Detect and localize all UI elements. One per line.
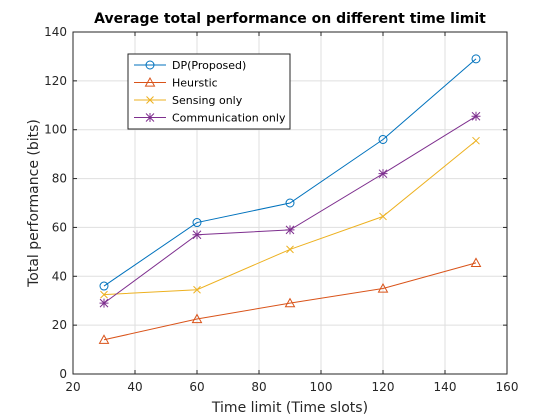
x-axis-label: Time limit (Time slots) <box>211 400 368 416</box>
legend-entry: DP(Proposed) <box>134 59 246 72</box>
legend-entry: Heurstic <box>134 77 218 90</box>
legend-label: Communication only <box>172 112 286 125</box>
data-point <box>191 313 203 324</box>
data-point <box>98 334 110 344</box>
data-point <box>471 111 481 121</box>
y-tick-label: 100 <box>44 123 67 137</box>
y-tick-label: 60 <box>52 220 67 234</box>
data-point <box>99 281 109 291</box>
y-tick-label: 80 <box>52 172 67 186</box>
legend-entry: Sensing only <box>134 94 243 107</box>
series-3 <box>99 111 481 308</box>
data-point <box>472 136 480 145</box>
data-point <box>471 54 481 64</box>
legend-label: Sensing only <box>172 94 243 107</box>
y-tick-label: 140 <box>44 25 67 39</box>
data-point <box>379 212 387 221</box>
data-point <box>99 298 109 308</box>
legend-entry: Communication only <box>134 112 286 125</box>
series-0 <box>99 54 481 291</box>
legend-marker <box>145 60 155 70</box>
data-point <box>286 245 294 254</box>
y-tick-label: 0 <box>59 367 67 381</box>
legend-box <box>127 53 291 130</box>
data-point <box>192 230 202 240</box>
legend-marker <box>146 96 154 104</box>
series-line <box>103 58 477 287</box>
legend-label: Heurstic <box>172 77 218 90</box>
x-tick-label: 40 <box>127 380 142 394</box>
data-point <box>284 297 296 308</box>
series-1 <box>98 257 482 344</box>
y-tick-label: 20 <box>52 318 67 332</box>
legend-marker <box>145 113 155 122</box>
data-point <box>378 169 388 179</box>
x-tick-label: 20 <box>65 380 80 394</box>
data-point <box>100 290 108 299</box>
series-line <box>103 262 477 341</box>
chart-title: Average total performance on different t… <box>94 11 486 27</box>
x-tick-label: 100 <box>310 380 333 394</box>
y-tick-label: 120 <box>44 74 67 88</box>
y-tick-label: 40 <box>52 269 67 283</box>
data-point <box>192 218 202 228</box>
series-2 <box>100 136 480 299</box>
x-tick-label: 60 <box>189 380 204 394</box>
data-point <box>377 282 389 293</box>
legend-label: DP(Proposed) <box>172 59 246 72</box>
plot-frame <box>72 31 508 375</box>
data-point <box>285 225 295 235</box>
x-tick-label: 120 <box>372 380 395 394</box>
y-axis-label: Total performance (bits) <box>26 119 42 288</box>
data-point <box>193 285 201 294</box>
legend-marker <box>144 76 156 87</box>
x-tick-label: 80 <box>251 380 266 394</box>
data-point <box>285 198 295 208</box>
data-point <box>378 134 388 144</box>
x-tick-label: 140 <box>434 380 457 394</box>
legend: DP(Proposed) Heurstic Sensing only Communic… <box>127 53 291 130</box>
data-point <box>470 257 482 267</box>
x-tick-label: 160 <box>496 380 519 394</box>
series-group <box>98 54 482 344</box>
